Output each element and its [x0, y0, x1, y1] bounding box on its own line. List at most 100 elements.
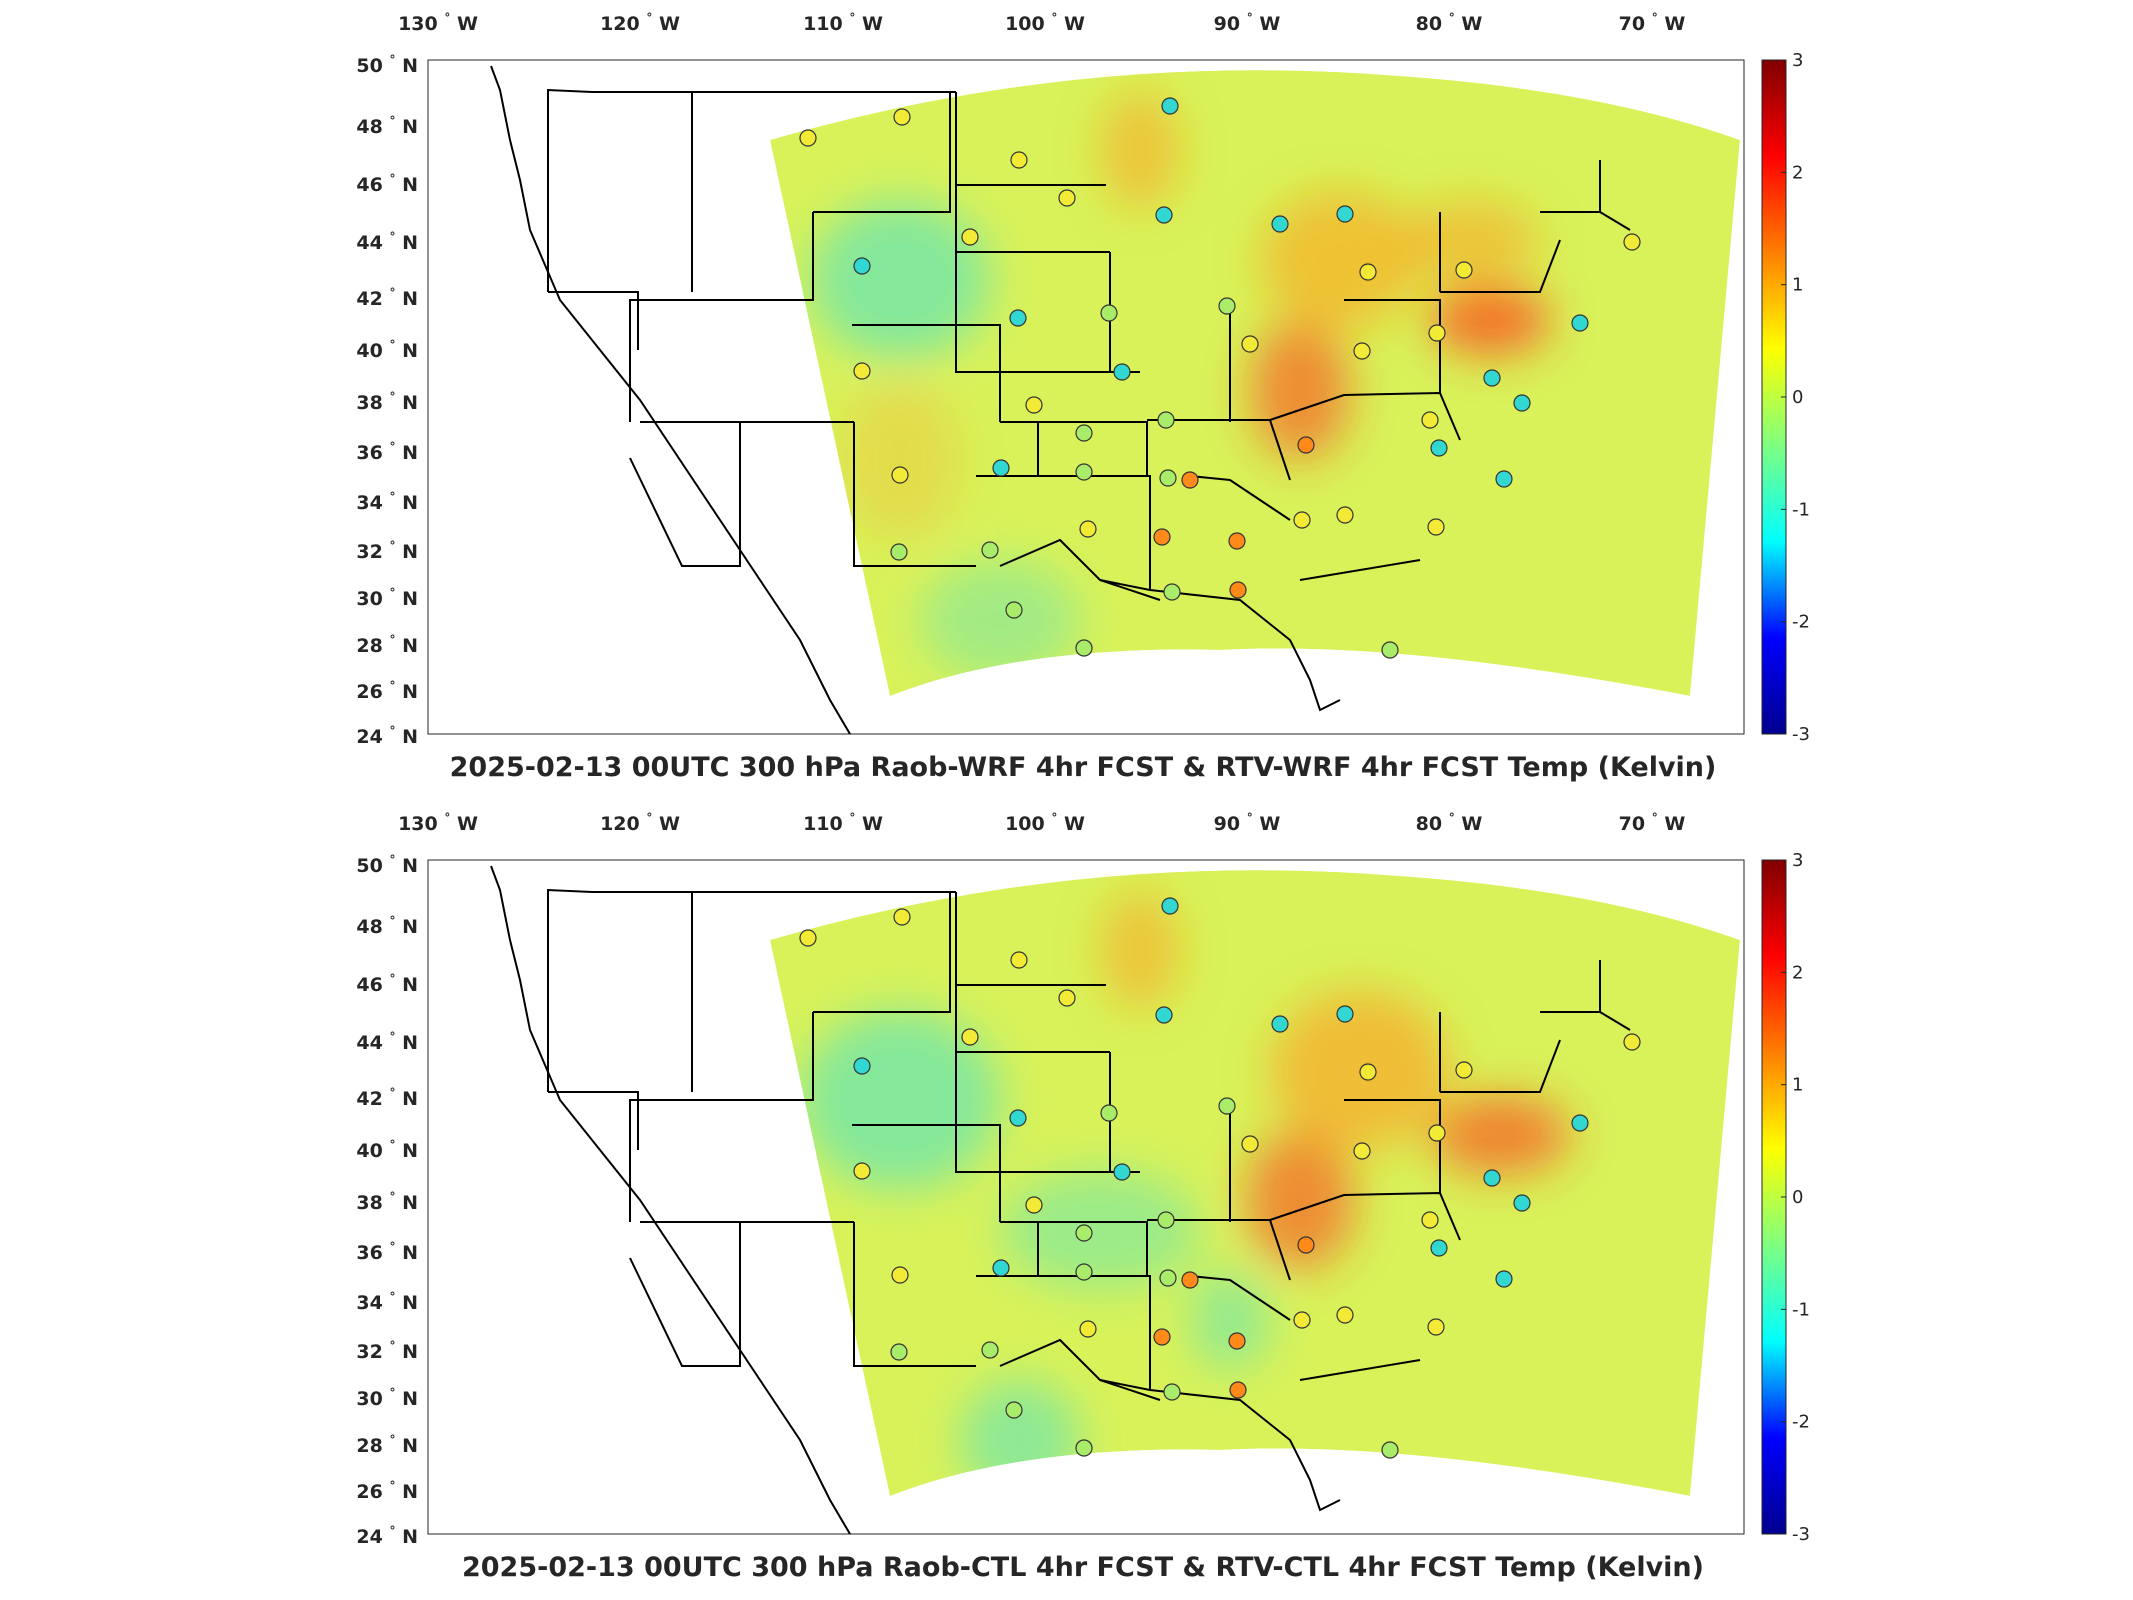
- raob-station-marker: [1025, 1196, 1043, 1214]
- raob-station-marker: [853, 1057, 871, 1075]
- colorbar-tick-label: 3: [1792, 850, 1803, 871]
- anomaly-blob: [1430, 285, 1550, 355]
- border-line: [852, 324, 1001, 422]
- colorbar-tick-label: 1: [1792, 275, 1803, 296]
- raob-station-marker: [1571, 314, 1589, 332]
- raob-station-marker: [1113, 1163, 1131, 1181]
- raob-stations: [799, 897, 1641, 1459]
- figure-title: 2025-02-13 00UTC 300 hPa Raob-WRF 4hr FC…: [450, 752, 1717, 783]
- raob-station-marker: [1058, 189, 1076, 207]
- raob-station-marker: [981, 541, 999, 559]
- raob-station-marker: [1271, 215, 1289, 233]
- lon-tick-label: 130 ° W: [398, 11, 478, 35]
- border-line: [1440, 239, 1561, 293]
- raob-station-marker: [1058, 989, 1076, 1007]
- raob-station-marker: [1009, 1109, 1027, 1127]
- raob-station-marker: [1241, 335, 1259, 353]
- raob-station-marker: [992, 1259, 1010, 1277]
- lon-tick-label: 80 ° W: [1416, 811, 1483, 835]
- lon-tick-label: 100 ° W: [1005, 811, 1085, 835]
- border-line: [853, 1222, 976, 1367]
- lon-tick-label: 70 ° W: [1619, 11, 1686, 35]
- anomaly-blob: [810, 200, 990, 360]
- raob-station-marker: [891, 466, 909, 484]
- raob-station-marker: [1075, 424, 1093, 442]
- raob-station-marker: [1430, 1239, 1448, 1257]
- raob-station-marker: [853, 257, 871, 275]
- colorbar-tick-label: -2: [1792, 1412, 1810, 1433]
- lat-tick-label: 50 ° N: [356, 53, 418, 77]
- raob-station-marker: [1353, 1142, 1371, 1160]
- raob-station-marker: [1009, 309, 1027, 327]
- lat-tick-label: 28 ° N: [356, 1433, 418, 1457]
- anomaly-blob: [920, 560, 1080, 680]
- lat-tick-label: 30 ° N: [356, 1386, 418, 1410]
- border-line: [548, 1091, 639, 1150]
- border-line: [490, 865, 851, 1535]
- raob-station-marker: [1427, 518, 1445, 536]
- raob-station-marker: [1025, 396, 1043, 414]
- lat-tick-label: 44 ° N: [356, 1030, 418, 1054]
- raob-station-marker: [1153, 528, 1171, 546]
- raob-station-marker: [799, 929, 817, 947]
- raob-station-marker: [1241, 1135, 1259, 1153]
- border-line: [629, 212, 814, 422]
- border-line: [813, 92, 951, 213]
- lat-tick-label: 34 ° N: [356, 1290, 418, 1314]
- raob-station-marker: [799, 129, 817, 147]
- border-line: [548, 291, 639, 350]
- border-line: [852, 1124, 1001, 1222]
- temperature-field: [770, 70, 1740, 696]
- raob-station-marker: [1005, 601, 1023, 619]
- temperature-field: [770, 870, 1740, 1496]
- border-line: [1189, 1275, 1291, 1321]
- lat-tick-label: 36 ° N: [356, 1240, 418, 1264]
- raob-station-marker: [961, 228, 979, 246]
- lat-tick-label: 26 ° N: [356, 1479, 418, 1503]
- colorbar-tick-label: 1: [1792, 1075, 1803, 1096]
- raob-station-marker: [890, 1343, 908, 1361]
- raob-station-marker: [1430, 439, 1448, 457]
- border-line: [1269, 391, 1461, 441]
- colorbar-tick-label: -2: [1792, 612, 1810, 633]
- raob-station-marker: [1155, 1006, 1173, 1024]
- border-line: [1440, 1039, 1561, 1093]
- lon-tick-label: 90 ° W: [1214, 811, 1281, 835]
- lat-tick-label: 36 ° N: [356, 440, 418, 464]
- border-line: [976, 1275, 1151, 1390]
- raob-station-marker: [1229, 581, 1247, 599]
- border-line: [976, 475, 1151, 590]
- border-line: [999, 1338, 1341, 1512]
- raob-station-marker: [1428, 1124, 1446, 1142]
- raob-station-marker: [1623, 1033, 1641, 1051]
- raob-station-marker: [1181, 1271, 1199, 1289]
- lon-tick-label: 110 ° W: [803, 811, 883, 835]
- border-line: [853, 422, 976, 567]
- border-line: [1599, 1011, 1631, 1031]
- raob-station-marker: [1483, 1169, 1501, 1187]
- raob-station-marker: [1428, 324, 1446, 342]
- raob-station-marker: [1336, 1005, 1354, 1023]
- border-line: [1599, 211, 1631, 231]
- map-panel-wrf: 130 ° W 120 ° W 110 ° W 100 ° W 90 ° W 80 ° W…: [356, 11, 1810, 783]
- raob-station-marker: [1075, 1224, 1093, 1242]
- lat-tick-label: 46 ° N: [356, 172, 418, 196]
- border-line: [490, 65, 851, 735]
- lon-tick-label: 70 ° W: [1619, 811, 1686, 835]
- border-line: [1344, 1099, 1441, 1193]
- colorbar-tick-label: 0: [1792, 1187, 1803, 1208]
- raob-station-marker: [1336, 1306, 1354, 1324]
- anomaly-blob: [1260, 190, 1420, 330]
- raob-station-marker: [1513, 1194, 1531, 1212]
- anomaly-blob: [1430, 1095, 1570, 1175]
- lat-tick-label: 26 ° N: [356, 679, 418, 703]
- lon-tick-label: 110 ° W: [803, 11, 883, 35]
- lon-tick-label: 100 ° W: [1005, 11, 1085, 35]
- anomaly-blob: [1000, 1170, 1200, 1290]
- border-line: [1099, 579, 1161, 601]
- colorbar-tick-label: -1: [1792, 499, 1810, 520]
- anomaly-blob: [800, 1010, 1000, 1190]
- raob-station-marker: [1513, 394, 1531, 412]
- raob-station-marker: [1153, 1328, 1171, 1346]
- border-line: [1344, 299, 1441, 393]
